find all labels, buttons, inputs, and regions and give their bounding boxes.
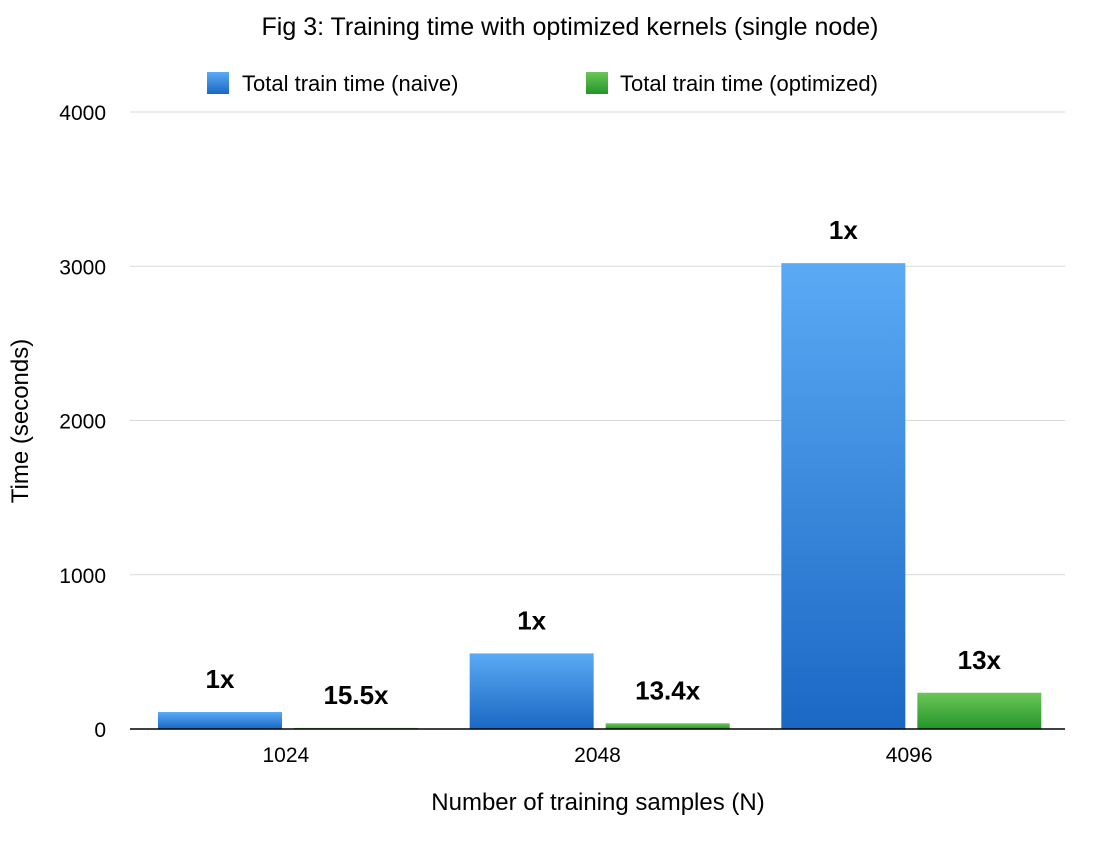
y-tick-label: 4000 — [59, 102, 106, 125]
gridlines — [130, 111, 1065, 576]
x-axis-ticks: 1024 2048 4096 — [262, 744, 932, 767]
legend: Total train time (naive) Total train tim… — [207, 71, 878, 96]
y-tick-label: 0 — [94, 719, 106, 742]
y-tick-label: 3000 — [59, 256, 106, 279]
y-axis-label: Time (seconds) — [7, 339, 34, 503]
bar-naive-1024 — [158, 712, 282, 729]
bar-optimized-4096 — [917, 692, 1042, 729]
data-label-optimized-4096: 13x — [958, 645, 1002, 675]
legend-label-optimized: Total train time (optimized) — [620, 71, 878, 96]
bar-optimized-2048 — [605, 723, 730, 729]
data-label-optimized-1024: 15.5x — [323, 680, 389, 710]
chart-title: Fig 3: Training time with optimized kern… — [262, 13, 879, 41]
y-tick-label: 2000 — [59, 411, 106, 434]
bar-naive-2048 — [469, 653, 594, 729]
bar-naive-4096 — [781, 263, 906, 729]
data-label-naive-1024: 1x — [206, 664, 235, 694]
y-tick-label: 1000 — [59, 565, 106, 588]
x-tick-label: 4096 — [886, 744, 933, 767]
legend-label-naive: Total train time (naive) — [242, 71, 458, 96]
bars — [158, 263, 1042, 729]
x-tick-label: 1024 — [262, 744, 309, 767]
legend-swatch-naive — [207, 72, 229, 94]
data-label-naive-4096: 1x — [829, 215, 858, 245]
data-label-optimized-2048: 13.4x — [635, 675, 701, 705]
x-axis-label: Number of training samples (N) — [431, 789, 764, 816]
legend-swatch-optimized — [586, 72, 608, 94]
data-label-naive-2048: 1x — [517, 605, 546, 635]
y-axis-ticks: 0 1000 2000 3000 4000 — [59, 102, 106, 742]
x-tick-label: 2048 — [574, 744, 621, 767]
data-labels: 1x 15.5x 1x 13.4x 1x 13x — [206, 215, 1002, 710]
